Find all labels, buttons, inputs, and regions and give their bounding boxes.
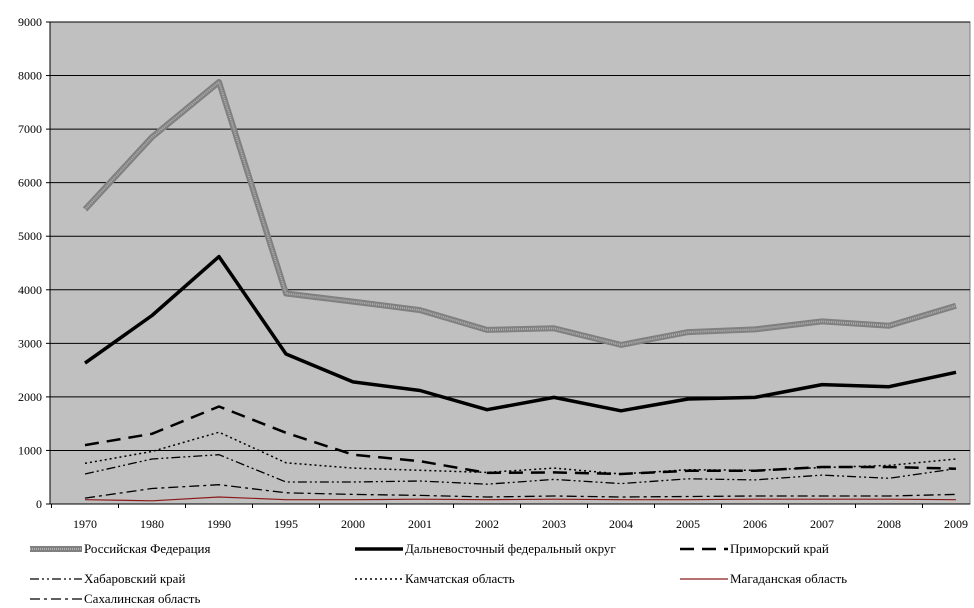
x-tick-label: 1970: [73, 517, 97, 531]
x-tick-label: 2007: [810, 517, 834, 531]
y-tick-label: 4000: [18, 283, 42, 297]
x-tick-label: 2008: [877, 517, 901, 531]
x-tick-label: 1995: [274, 517, 298, 531]
series-line: [84, 431, 957, 475]
y-tick-label: 2000: [18, 390, 42, 404]
x-axis-ticks: 1970 1980 1990 1995 2000 2001 2002 2003 2004 2005…: [51, 504, 968, 531]
x-tick-label: 2005: [676, 517, 700, 531]
x-tick-label: 2001: [408, 517, 432, 531]
x-tick-label: 2003: [542, 517, 566, 531]
y-tick-label: 5000: [18, 229, 42, 243]
gridlines: [50, 21, 970, 451]
x-tick-label: 1990: [207, 517, 231, 531]
y-tick-label: 8000: [18, 69, 42, 83]
x-tick-label: 2002: [475, 517, 499, 531]
plot-area: [49, 21, 971, 505]
x-tick-label: 2006: [743, 517, 767, 531]
series-line: [84, 496, 957, 502]
x-tick-label: 2000: [341, 517, 365, 531]
y-tick-label: 3000: [18, 336, 42, 350]
y-tick-label: 7000: [18, 122, 42, 136]
series-line: [84, 454, 957, 485]
x-tick-label: 1980: [140, 517, 164, 531]
y-tick-label: 0: [36, 497, 42, 511]
series-lines: [82, 79, 957, 502]
y-axis-ticks: 0 1000 2000 3000 4000 5000 6000 7000 8000 9000: [18, 15, 50, 511]
x-tick-label: 2004: [609, 517, 633, 531]
series-line: [84, 81, 957, 346]
x-tick-label: 2009: [944, 517, 968, 531]
y-tick-label: 9000: [18, 15, 42, 29]
axes: [49, 22, 970, 505]
series-line: [83, 254, 957, 413]
y-tick-label: 1000: [18, 443, 42, 457]
y-tick-label: 6000: [18, 176, 42, 190]
series-line: [84, 405, 957, 476]
series-line: [84, 484, 957, 499]
